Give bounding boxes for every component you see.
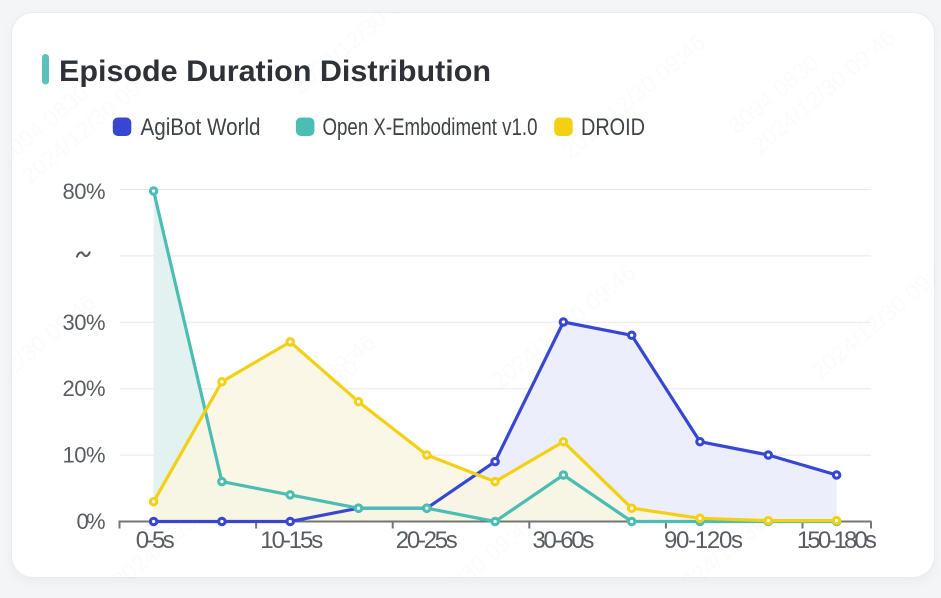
svg-text:150-180s: 150-180s xyxy=(797,527,877,554)
svg-text:DROID: DROID xyxy=(581,114,645,141)
svg-text:30%: 30% xyxy=(63,310,106,335)
svg-text:10-15s: 10-15s xyxy=(260,527,323,554)
svg-text:Open X-Embodiment v1.0: Open X-Embodiment v1.0 xyxy=(323,114,538,141)
svg-text:AgiBot World: AgiBot World xyxy=(141,114,261,141)
svg-text:Episode Duration Distribution: Episode Duration Distribution xyxy=(59,55,491,88)
svg-text:0-5s: 0-5s xyxy=(136,527,175,554)
svg-text:2024/12/30 09:46: 2024/12/30 09:46 xyxy=(557,29,711,164)
svg-text:0%: 0% xyxy=(77,509,106,534)
svg-text:2024/12/30 09:46: 2024/12/30 09:46 xyxy=(807,249,941,384)
svg-text:10%: 10% xyxy=(63,443,106,468)
svg-text:30-60s: 30-60s xyxy=(532,527,594,554)
svg-text:80%: 80% xyxy=(63,179,106,204)
svg-text:20-25s: 20-25s xyxy=(396,527,458,554)
svg-text:20%: 20% xyxy=(63,376,106,401)
svg-text:90-120s: 90-120s xyxy=(664,527,743,554)
